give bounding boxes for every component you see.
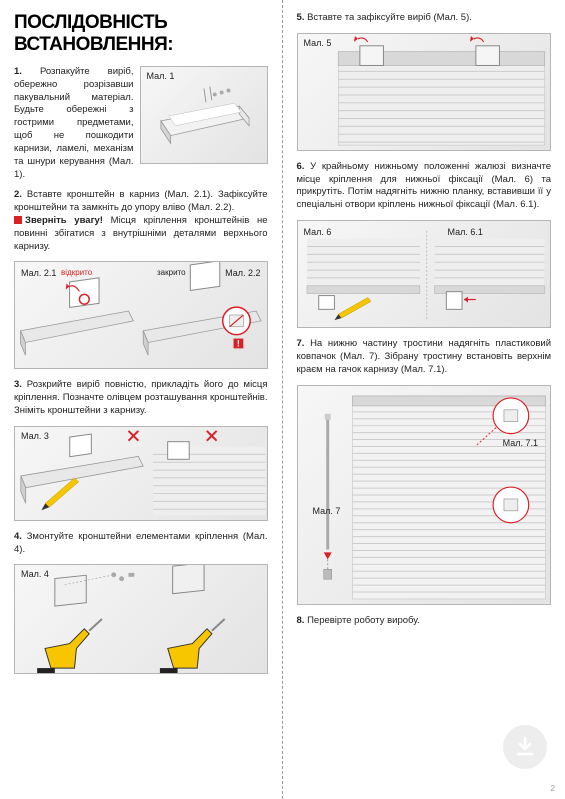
fig6-svg [298, 221, 551, 327]
fig7-svg [298, 386, 551, 604]
step7-text: 7. На нижню частину тростини надягніть п… [297, 338, 552, 376]
step1-row: 1. Розпакуйте виріб, обережно розрізавши… [14, 66, 268, 189]
figure-1: Мал. 1 [140, 66, 268, 164]
step5-body: Вставте та зафіксуйте виріб (Мал. 5). [307, 12, 472, 23]
fig22-label: Мал. 2.2 [225, 268, 260, 278]
figure-3: Мал. 3 [14, 426, 268, 521]
step5-num: 5. [297, 12, 305, 23]
fig4-svg [15, 565, 267, 673]
fig7-label: Мал. 7 [313, 506, 341, 516]
step4-text: 4. Змонтуйте кронштейни елементами кріпл… [14, 531, 268, 557]
fig5-label: Мал. 5 [304, 38, 332, 48]
step8-body: Перевірте роботу виробу. [307, 615, 420, 626]
fig5-svg [298, 34, 551, 150]
figure-5: Мал. 5 [297, 33, 552, 151]
page-number: 2 [551, 784, 555, 793]
fig21-label: Мал. 2.1 [21, 268, 56, 278]
step1-body: Розпакуйте виріб, обережно розрізавши па… [14, 66, 134, 180]
fig3-svg [15, 427, 267, 520]
step6-body: У крайньому нижньому положенні жалюзі ви… [297, 161, 552, 210]
step2-num: 2. [14, 189, 22, 200]
figure-4: Мал. 4 [14, 564, 268, 674]
step1-num: 1. [14, 66, 22, 77]
step5-text: 5. Вставте та зафіксуйте виріб (Мал. 5). [297, 12, 552, 25]
step4-body: Змонтуйте кронштейни елементами кріпленн… [14, 531, 268, 555]
fig61-label: Мал. 6.1 [448, 227, 483, 237]
download-icon [503, 725, 547, 769]
step8-num: 8. [297, 615, 305, 626]
warn-label: Зверніть увагу! [25, 215, 103, 226]
step1-text: 1. Розпакуйте виріб, обережно розрізавши… [14, 66, 134, 181]
step6-text: 6. У крайньому нижньому положенні жалюзі… [297, 161, 552, 212]
step2-body: Вставте кронштейн в карниз (Мал. 2.1). З… [14, 189, 268, 213]
open-label: відкрито [61, 268, 92, 277]
step4-num: 4. [14, 531, 22, 542]
fig1-svg [141, 67, 267, 163]
left-column: ПОСЛІДОВНІСТЬ ВСТАНОВЛЕННЯ: 1. Розпакуйт… [0, 0, 283, 799]
step8-text: 8. Перевірте роботу виробу. [297, 615, 552, 628]
figure-2: Мал. 2.1 відкрито закрито Мал. 2.2 ! [14, 261, 268, 369]
step6-num: 6. [297, 161, 305, 172]
svg-text:!: ! [237, 339, 240, 349]
warn-icon [14, 216, 22, 224]
step3-num: 3. [14, 379, 22, 390]
closed-label: закрито [157, 268, 186, 277]
step3-body: Розкрийте виріб повністю, прикладіть йог… [14, 379, 268, 416]
right-column: 5. Вставте та зафіксуйте виріб (Мал. 5).… [283, 0, 565, 799]
fig1-label: Мал. 1 [147, 71, 175, 81]
page-title: ПОСЛІДОВНІСТЬ ВСТАНОВЛЕННЯ: [14, 12, 268, 56]
figure-6: Мал. 6 Мал. 6.1 [297, 220, 552, 328]
fig3-label: Мал. 3 [21, 431, 49, 441]
fig4-label: Мал. 4 [21, 569, 49, 579]
step2-text: 2. Вставте кронштейн в карниз (Мал. 2.1)… [14, 189, 268, 253]
figure-7: Мал. 7 Мал. 7.1 [297, 385, 552, 605]
fig71-label: Мал. 7.1 [503, 438, 538, 448]
fig6-label: Мал. 6 [304, 227, 332, 237]
step7-num: 7. [297, 338, 305, 349]
step3-text: 3. Розкрийте виріб повністю, прикладіть … [14, 379, 268, 417]
step7-body: На нижню частину тростини надягніть плас… [297, 338, 552, 375]
